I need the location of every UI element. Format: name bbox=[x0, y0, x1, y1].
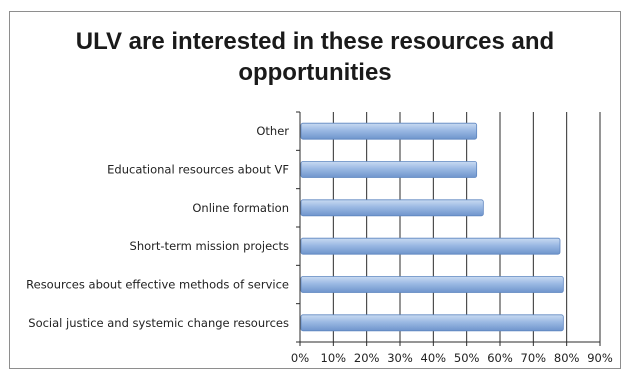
x-tick-label: 40% bbox=[421, 351, 447, 365]
category-labels: Other Educational resources about VF Onlin… bbox=[26, 124, 289, 330]
bar bbox=[300, 276, 564, 293]
x-tick-labels: 0% 10% 20% 30% 40% 50% 60% 70% 80% 90% bbox=[291, 351, 613, 365]
bar bbox=[300, 314, 564, 332]
bar bbox=[300, 199, 484, 217]
axes bbox=[296, 111, 601, 346]
bar bbox=[300, 122, 478, 140]
category-label: Online formation bbox=[192, 201, 289, 215]
chart-title: ULV are interested in these resources an… bbox=[75, 28, 555, 86]
bar bbox=[300, 237, 561, 255]
x-tick-label: 10% bbox=[321, 351, 347, 365]
category-label: Educational resources about VF bbox=[107, 163, 289, 177]
x-tick-label: 60% bbox=[487, 351, 513, 365]
x-tick-label: 30% bbox=[387, 351, 413, 365]
category-label: Other bbox=[256, 124, 289, 138]
x-tick-label: 80% bbox=[554, 351, 580, 365]
bars bbox=[300, 122, 564, 332]
chart-frame bbox=[9, 11, 621, 369]
category-label: Short-term mission projects bbox=[130, 239, 289, 253]
category-label: Social justice and systemic change resou… bbox=[28, 316, 289, 330]
x-tick-label: 70% bbox=[521, 351, 547, 365]
x-tick-label: 90% bbox=[587, 351, 613, 365]
x-tick-label: 20% bbox=[354, 351, 380, 365]
category-label: Resources about effective methods of ser… bbox=[26, 278, 289, 292]
x-tick-label: 50% bbox=[454, 351, 480, 365]
gridlines bbox=[332, 112, 601, 342]
x-tick-label: 0% bbox=[291, 351, 309, 365]
bar bbox=[300, 161, 478, 178]
